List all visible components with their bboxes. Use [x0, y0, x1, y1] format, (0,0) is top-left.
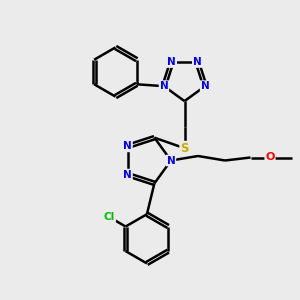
- Text: N: N: [123, 141, 132, 152]
- Text: Cl: Cl: [104, 212, 115, 222]
- Text: O: O: [265, 152, 275, 163]
- Text: N: N: [160, 81, 168, 91]
- Text: N: N: [193, 57, 202, 67]
- Text: N: N: [123, 169, 132, 180]
- Text: N: N: [167, 57, 176, 67]
- Text: N: N: [201, 81, 209, 91]
- Text: S: S: [180, 142, 189, 155]
- Text: N: N: [167, 155, 176, 166]
